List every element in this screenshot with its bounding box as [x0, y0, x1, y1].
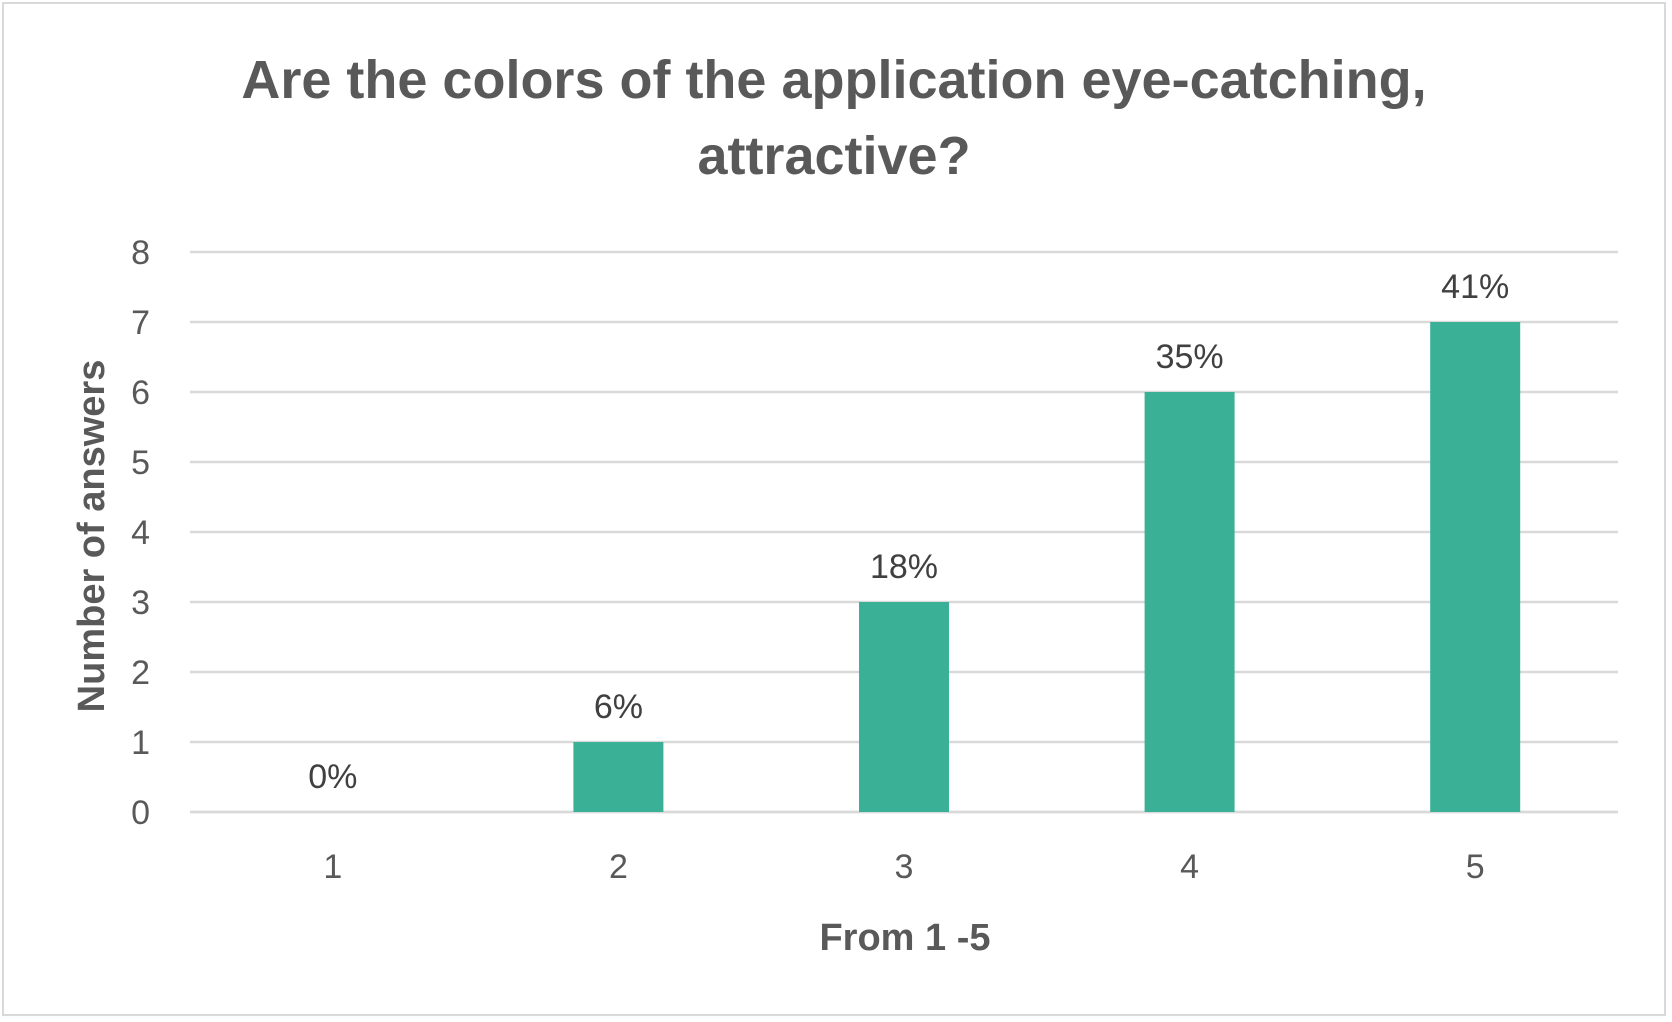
- x-tick-label: 3: [895, 848, 914, 886]
- y-tick-label: 4: [131, 514, 150, 552]
- chart-title-line-1: Are the colors of the application eye-ca…: [241, 50, 1427, 110]
- bar-3: [859, 602, 949, 812]
- y-tick-label: 0: [131, 794, 150, 832]
- y-tick-label: 3: [131, 584, 150, 622]
- x-tick-label: 2: [609, 848, 628, 886]
- bar-4: [1144, 392, 1235, 812]
- x-axis-ticks: 1 2 3 4 5: [323, 848, 1484, 886]
- y-axis-title: Number of answers: [71, 360, 113, 713]
- y-axis-ticks: 0 1 2 3 4 5 6 7 8: [131, 234, 150, 832]
- chart-title-line-2: attractive?: [697, 126, 971, 186]
- y-tick-label: 5: [131, 444, 150, 482]
- y-tick-label: 8: [131, 234, 150, 272]
- data-label: 18%: [870, 548, 938, 586]
- data-label: 41%: [1441, 268, 1509, 306]
- data-label: 0%: [308, 758, 357, 796]
- x-tick-label: 5: [1466, 848, 1485, 886]
- x-tick-label: 1: [323, 848, 342, 886]
- y-tick-label: 1: [131, 724, 150, 762]
- y-tick-label: 6: [131, 374, 150, 412]
- data-label: 35%: [1156, 338, 1224, 376]
- x-tick-label: 4: [1180, 848, 1199, 886]
- bar-2: [573, 742, 664, 812]
- data-label: 6%: [594, 688, 643, 726]
- data-labels: 0% 6% 18% 35% 41%: [308, 268, 1509, 796]
- bars: [573, 322, 1521, 812]
- chart-title: Are the colors of the application eye-ca…: [0, 42, 1668, 194]
- bar-5: [1430, 322, 1521, 812]
- y-tick-label: 2: [131, 654, 150, 692]
- y-tick-label: 7: [131, 304, 150, 342]
- x-axis-title: From 1 -5: [819, 917, 990, 959]
